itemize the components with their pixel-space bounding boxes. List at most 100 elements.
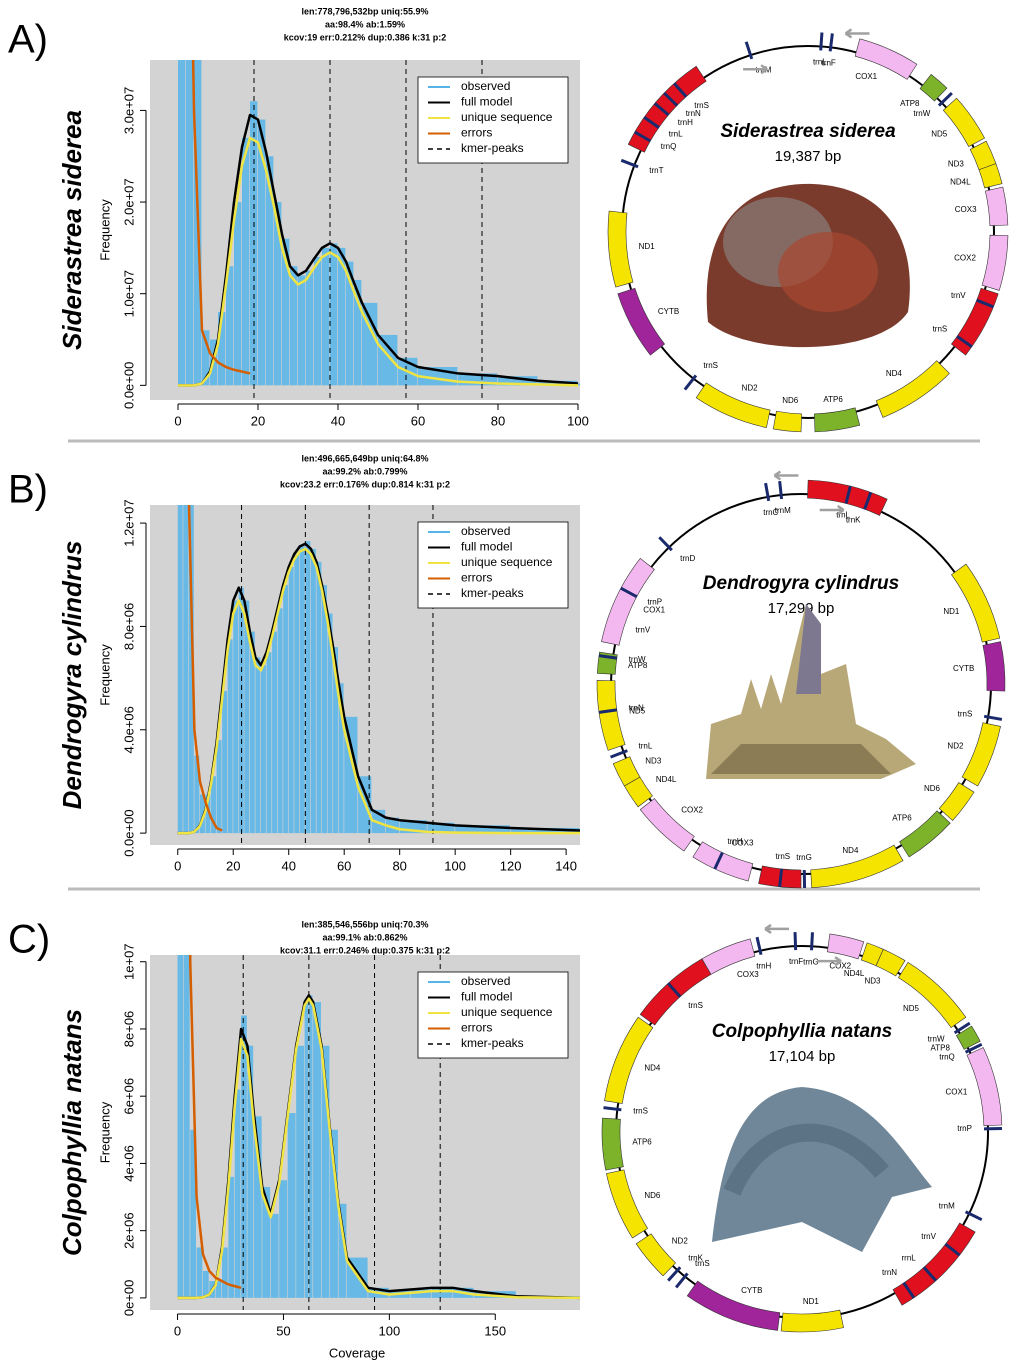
stats-line: kcov:31.1 err:0.246% dup:0.375 k:31 p:2 [280, 945, 450, 955]
gene-label: trnS [958, 709, 973, 718]
gene-label: trnS [633, 1106, 648, 1115]
observed-bar [272, 632, 277, 834]
legend-label: observed [461, 79, 510, 93]
trna [780, 869, 782, 887]
legend-label: observed [461, 524, 510, 538]
observed-bar [309, 995, 313, 1298]
gene-label: COX3 [737, 970, 759, 979]
gene-label: trnP [647, 597, 662, 606]
gene-label: trnN [686, 109, 701, 118]
panel-label: A) [8, 18, 48, 62]
y-tick-label: 4e+06 [121, 1145, 136, 1182]
x-tick-label: 80 [392, 858, 406, 873]
y-tick-label: 3.0e+07 [121, 87, 136, 134]
stats-line: kcov:19 err:0.212% dup:0.386 k:31 p:2 [284, 32, 447, 42]
observed-bar [578, 384, 581, 386]
observed-bar [432, 1288, 453, 1298]
strand-arrow [774, 472, 798, 480]
legend-label: full model [461, 95, 512, 109]
panel-label: C) [8, 918, 50, 962]
observed-bar [289, 567, 294, 833]
observed-bar [296, 1046, 304, 1298]
observed-bar [242, 138, 249, 385]
gene-label: ND3 [645, 757, 662, 766]
gene-label: trnV [951, 291, 966, 300]
gene-label: ND4 [842, 846, 859, 855]
gene-label: COX2 [954, 254, 976, 263]
gene-label: ND3 [948, 159, 965, 168]
figure: A) Siderastrea siderea len:778,796,532bp u… [0, 0, 1025, 1362]
coral-image [711, 744, 891, 774]
y-axis-label: Frequency [97, 199, 112, 261]
gene-segment [602, 1118, 623, 1170]
gene-label: ND4L [656, 775, 677, 784]
gene-label: ND2 [672, 1236, 689, 1245]
trna [685, 375, 696, 389]
observed-bar [306, 271, 313, 386]
legend-label: kmer-peaks [461, 1036, 524, 1050]
gene-label: trnS [688, 1001, 703, 1010]
gene-label: ND3 [864, 976, 881, 985]
y-tick-label: 1.0e+07 [121, 270, 136, 317]
legend-label: observed [461, 974, 510, 988]
map-title: Siderastrea siderea [720, 121, 896, 142]
observed-bar [235, 1089, 241, 1297]
gene-label: COX3 [955, 205, 977, 214]
legend-label: kmer-peaks [461, 586, 524, 600]
gene-label: COX1 [946, 1087, 968, 1096]
gene-label: ND5 [931, 130, 948, 139]
x-tick-label: 100 [379, 1323, 401, 1338]
gene-label: trnQ [661, 142, 677, 151]
x-tick-label: 0 [174, 858, 181, 873]
x-tick-label: 50 [276, 1323, 290, 1338]
x-tick-label: 20 [226, 858, 240, 873]
observed-bar [322, 585, 327, 833]
y-tick-label: 1e+07 [121, 943, 136, 980]
observed-bar [378, 335, 397, 385]
x-tick-label: 100 [444, 858, 466, 873]
map-size: 19,387 bp [775, 148, 842, 165]
trna [812, 932, 813, 950]
x-tick-label: 80 [491, 413, 505, 428]
gene-label: ND1 [943, 607, 960, 616]
strand-arrow [845, 29, 869, 37]
y-tick-label: 1.2e+07 [121, 499, 136, 546]
gene-label: ATP6 [823, 395, 843, 404]
gene-label: trnH [678, 118, 693, 127]
x-tick-label: 100 [567, 413, 589, 428]
trna [780, 481, 782, 499]
observed-bar [222, 691, 227, 833]
y-tick-label: 6e+06 [121, 1078, 136, 1115]
gene-label: ND6 [782, 396, 799, 405]
y-axis-label: Frequency [97, 644, 112, 706]
stats-line: kcov:23.2 err:0.176% dup:0.814 k:31 p:2 [280, 479, 450, 489]
gene-label: ND4L [950, 177, 971, 186]
strand-arrow [765, 925, 789, 933]
legend-label: kmer-peaks [461, 141, 524, 155]
gene-label: trnH [727, 837, 742, 846]
observed-bar [288, 1113, 296, 1298]
gene-label: trnP [957, 1124, 972, 1133]
observed-bar [314, 257, 321, 385]
observed-bar [305, 541, 310, 833]
gene-label: trnK [688, 1253, 703, 1262]
gene-label: ND6 [924, 784, 941, 793]
observed-bar [300, 546, 305, 833]
y-tick-label: 0e+00 [121, 1280, 136, 1317]
x-tick-label: 140 [555, 858, 577, 873]
panel: A) Siderastrea siderea len:778,796,532bp u… [8, 0, 1008, 432]
gene-label: trnG [803, 957, 819, 966]
panel-label: B) [8, 468, 48, 512]
observed-bar [294, 554, 299, 833]
legend-label: unique sequence [461, 1005, 553, 1019]
gene-label: trnV [921, 1232, 936, 1241]
gene-label: trnQ [939, 1053, 955, 1062]
gene-label: trnN [629, 703, 644, 712]
y-axis-label: Frequency [97, 1101, 112, 1163]
gene-label: trnK [846, 516, 861, 525]
trna [676, 1273, 687, 1287]
observed-bar [316, 562, 321, 833]
gene-segment [773, 411, 801, 432]
stats-line: len:778,796,532bp uniq:55.9% [301, 6, 428, 16]
stats-line: aa:98.4% ab:1.59% [325, 19, 405, 29]
